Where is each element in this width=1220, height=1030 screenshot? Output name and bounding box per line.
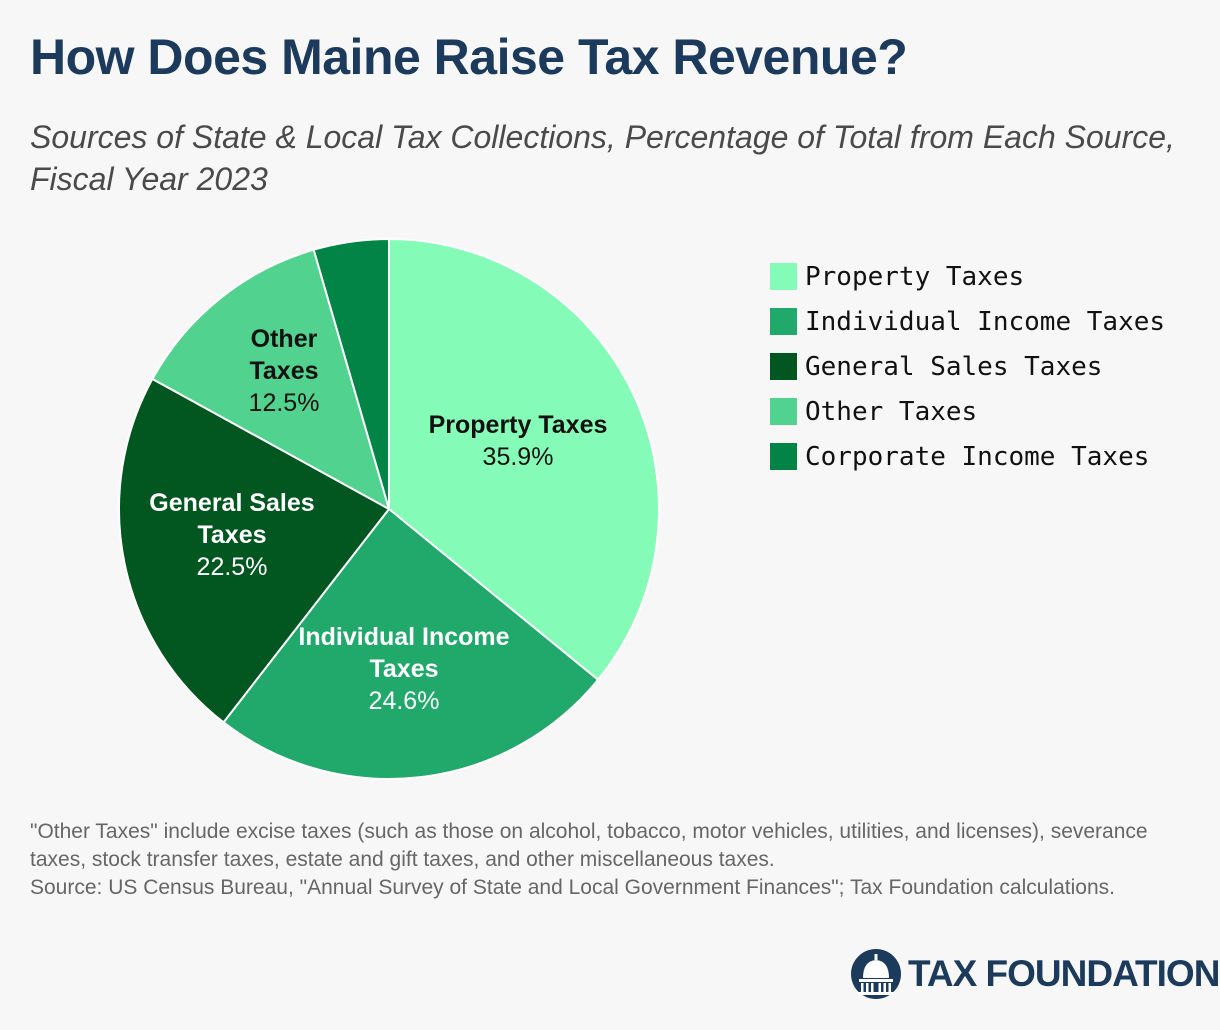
legend-swatch <box>770 398 797 425</box>
brand-name: TAX FOUNDATION <box>908 953 1220 994</box>
brand-logo: TAX FOUNDATION <box>850 948 1220 1000</box>
slice-name-label: Property Taxes <box>429 411 608 439</box>
legend-swatch <box>770 443 797 470</box>
pie-slice-property-taxes <box>388 237 660 682</box>
pie-slice-corporate-income-taxes <box>312 237 390 510</box>
legend-item-individual-income-taxes: Individual Income Taxes <box>770 299 1165 344</box>
slice-name-label: Taxes <box>369 655 438 683</box>
slice-name-label: Taxes <box>197 521 266 549</box>
page-subtitle: Sources of State & Local Tax Collections… <box>30 119 1175 197</box>
slice-value-label: 12.5% <box>249 389 320 417</box>
legend-item-general-sales-taxes: General Sales Taxes <box>770 344 1165 389</box>
footnotes: "Other Taxes" include excise taxes (such… <box>30 818 1195 902</box>
footnote-other-taxes: "Other Taxes" include excise taxes (such… <box>30 820 1148 871</box>
slice-name-label: Individual Income <box>298 623 509 651</box>
legend-label: Corporate Income Taxes <box>805 441 1150 472</box>
pie-slice-other-taxes <box>151 248 391 512</box>
legend-item-property-taxes: Property Taxes <box>770 254 1165 299</box>
slice-value-label: 35.9% <box>483 443 554 471</box>
pie-slice-individual-income-taxes <box>222 507 600 780</box>
legend-item-other-taxes: Other Taxes <box>770 389 1165 434</box>
page-title: How Does Maine Raise Tax Revenue? <box>30 29 908 85</box>
slice-name-label: Other <box>251 325 318 353</box>
legend-swatch <box>770 263 797 290</box>
pie-slice-general-sales-taxes <box>118 377 391 724</box>
legend-label: Property Taxes <box>805 261 1025 292</box>
legend-label: General Sales Taxes <box>805 351 1103 382</box>
legend-item-corporate-income-taxes: Corporate Income Taxes <box>770 434 1165 479</box>
legend-swatch <box>770 353 797 380</box>
chart-legend: Property Taxes Individual Income Taxes G… <box>770 254 1165 479</box>
source-note: Source: US Census Bureau, "Annual Survey… <box>30 876 1115 899</box>
slice-name-label: Taxes <box>249 357 318 385</box>
capitol-dome-icon <box>851 949 901 999</box>
slice-name-label: General Sales <box>149 489 314 517</box>
legend-label: Other Taxes <box>805 396 978 427</box>
legend-swatch <box>770 308 797 335</box>
slice-value-label: 24.6% <box>369 687 440 715</box>
legend-label: Individual Income Taxes <box>805 306 1166 337</box>
slice-value-label: 22.5% <box>197 553 268 581</box>
